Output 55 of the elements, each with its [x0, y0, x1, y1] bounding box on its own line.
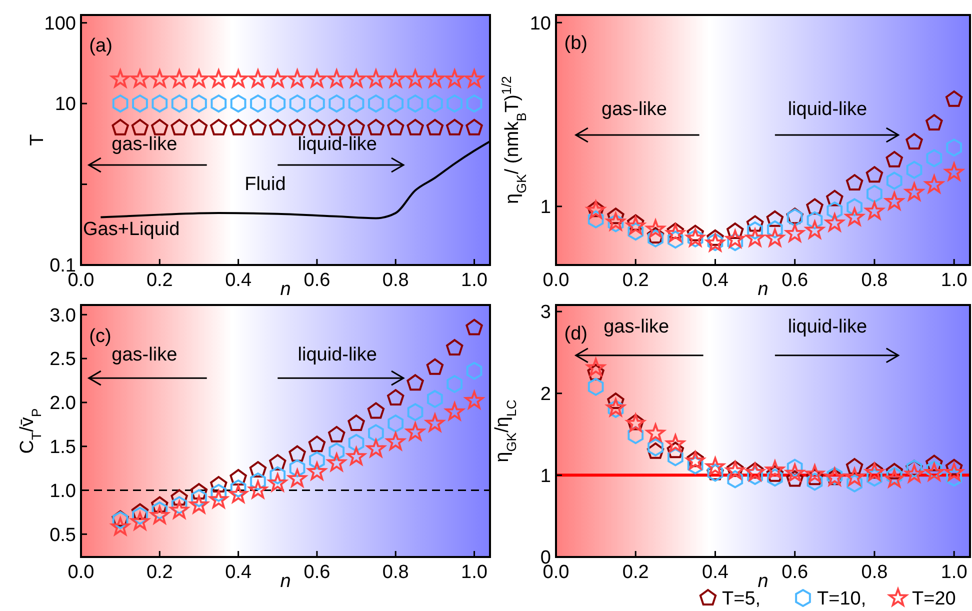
x-tick-label: 1.0: [940, 270, 968, 291]
x-tick-label: 0.8: [382, 562, 409, 583]
x-tick-label: 0.2: [146, 270, 173, 291]
x-tick-label: 0.6: [782, 270, 808, 291]
x-tick-label: 0.6: [304, 562, 330, 583]
y-tick-label: 100: [44, 13, 76, 34]
y-tick-label: 1.5: [50, 437, 76, 458]
x-tick-label: 0.4: [225, 270, 252, 291]
y-tick-label: 1: [540, 466, 551, 487]
text: (b): [564, 33, 588, 54]
x-tick-label: 0.0: [542, 270, 570, 291]
y-tick-label: 3: [540, 302, 551, 324]
x-tick-label: 0.8: [861, 270, 888, 291]
legend-label: T=10,: [817, 588, 866, 610]
y-tick-label: 10: [54, 94, 76, 116]
x-tick-label: 0.8: [382, 270, 409, 291]
x-tick-label: 0.2: [146, 562, 173, 583]
y-tick-label: 3.0: [50, 305, 76, 326]
x-tick-label: 0.4: [225, 562, 252, 583]
y-axis-title: T: [27, 134, 48, 146]
y-tick-label: 1.0: [50, 480, 76, 502]
x-tick-label: 0.8: [861, 562, 888, 583]
annotation: liquid-like: [298, 344, 377, 366]
x-tick-label: 0.0: [68, 562, 94, 583]
x-axis-title: n: [280, 571, 291, 592]
annotation: liquid-like: [298, 134, 377, 155]
text: (d): [564, 323, 588, 344]
y-tick-label: 2.0: [50, 393, 76, 414]
x-tick-label: 0.2: [622, 270, 649, 291]
x-tick-label: 0.6: [304, 270, 330, 291]
legend-label: T=20: [912, 588, 956, 610]
x-tick-label: 1.0: [940, 562, 968, 583]
x-tick-label: 0.6: [782, 562, 808, 583]
annotation: Fluid: [244, 174, 286, 195]
x-tick-label: 0.2: [622, 562, 649, 583]
x-axis-title: n: [758, 279, 768, 300]
annotation: liquid-like: [788, 316, 868, 338]
y-tick-label: 10: [530, 13, 551, 34]
annotation: liquid-like: [788, 99, 868, 120]
y-tick-label: 0.5: [50, 524, 76, 546]
annotation: gas-like: [112, 344, 178, 366]
annotation: gas-like: [604, 316, 670, 338]
annotation: gas-like: [602, 99, 668, 120]
x-tick-label: 0.4: [702, 562, 729, 583]
x-tick-label: 1.0: [461, 270, 488, 291]
y-tick-label: 1: [540, 197, 551, 218]
text: (a): [89, 36, 112, 57]
x-axis-title: n: [280, 279, 291, 300]
x-tick-label: 1.0: [461, 562, 488, 583]
y-tick-label: 2: [540, 384, 551, 406]
text: (c): [89, 326, 112, 347]
x-tick-label: 0.4: [702, 270, 729, 291]
annotation: Gas+Liquid: [83, 219, 180, 240]
y-tick-label: 2.5: [50, 349, 76, 370]
annotation: gas-like: [112, 134, 178, 155]
